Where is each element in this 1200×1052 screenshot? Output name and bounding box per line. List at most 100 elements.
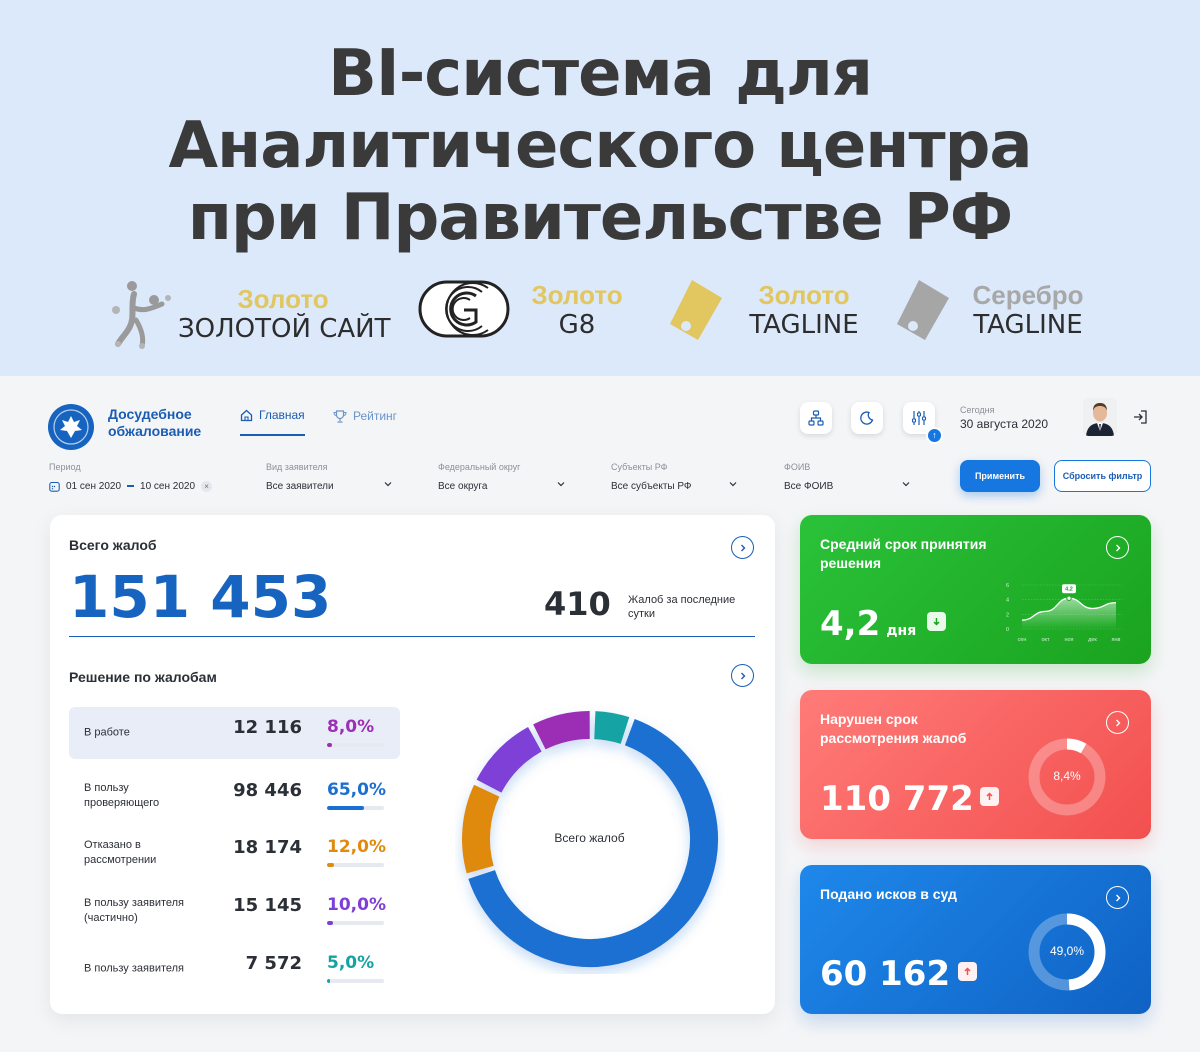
decision-count: 98 446 xyxy=(233,780,302,801)
filter-label: Период xyxy=(49,462,81,472)
complaints-card: Всего жалоб 151 453 410 Жалоб за последн… xyxy=(50,515,775,1014)
total-details-button[interactable] xyxy=(731,536,754,559)
user-photo-icon xyxy=(1083,398,1117,436)
decision-percent: 65,0% xyxy=(327,780,386,800)
avg-time-card: Средний срок принятия решения 4,2 дня 6 4 2… xyxy=(800,515,1151,664)
filter-foiv[interactable]: ФОИВ Все ФОИВ xyxy=(784,462,833,494)
decision-progress-fill xyxy=(327,979,330,983)
settings-badge-arrow-up-icon: ↑ xyxy=(926,427,943,444)
lawsuits-details-button[interactable] xyxy=(1106,886,1129,909)
logout-button[interactable] xyxy=(1132,409,1148,430)
decision-count: 15 145 xyxy=(233,895,302,916)
violated-details-button[interactable] xyxy=(1106,711,1129,734)
decision-percent: 12,0% xyxy=(327,837,386,857)
golden-site-figure-icon xyxy=(112,281,171,349)
settings-sliders-button[interactable]: ↑ xyxy=(903,402,943,444)
decision-progress-fill xyxy=(327,921,333,925)
g8-logo-icon xyxy=(418,280,510,338)
emblem-logo[interactable] xyxy=(48,404,94,450)
total-value: 151 453 xyxy=(69,563,332,631)
award-grade: Золото xyxy=(758,280,850,310)
avg-time-details-button[interactable] xyxy=(1106,536,1129,559)
y-tick-label: 2 xyxy=(1006,612,1009,618)
ring-value-arc xyxy=(1066,913,1106,991)
award-name: TAGLINE xyxy=(973,310,1083,340)
decision-progress xyxy=(327,921,384,925)
avg-time-area-chart: 6 4 2 0 сен окт ноя дек янв 4,2 xyxy=(1006,583,1122,643)
today-label: Сегодня xyxy=(960,405,995,415)
ring-value-arc xyxy=(1066,738,1087,754)
donut-center-label: Всего жалоб xyxy=(554,831,625,845)
lawsuits-value: 60 162 xyxy=(820,954,951,994)
structure-icon xyxy=(808,410,824,426)
decision-row[interactable]: В пользу заявителя (частично) 15 145 10,… xyxy=(69,885,400,937)
clear-period-button[interactable]: × xyxy=(201,480,213,492)
decisions-details-button[interactable] xyxy=(731,664,754,687)
reset-filter-button[interactable]: Сбросить фильтр xyxy=(1054,460,1151,492)
chevron-down-icon[interactable] xyxy=(557,480,565,488)
chevron-right-icon xyxy=(740,544,745,551)
award-tagline-silver: Серебро TAGLINE xyxy=(895,276,1095,356)
nav-rating[interactable]: Рейтинг xyxy=(333,406,397,436)
chevron-down-icon[interactable] xyxy=(902,480,910,488)
theme-toggle-button[interactable] xyxy=(851,402,883,434)
arrow-up-icon xyxy=(964,967,971,975)
donut-segment xyxy=(462,784,500,874)
decisions-label: Решение по жалобам xyxy=(69,669,217,685)
filter-value: Все субъекты РФ xyxy=(611,480,692,492)
lawsuits-title: Подано исков в суд xyxy=(820,886,957,902)
eagle-emblem-icon xyxy=(53,409,89,445)
decision-row[interactable]: В пользу проверяющего 98 446 65,0% xyxy=(69,770,400,822)
structure-button[interactable] xyxy=(800,402,832,434)
logout-icon xyxy=(1134,410,1147,424)
lawsuits-ring-label: 49,0% xyxy=(1049,944,1085,958)
award-g8: Золото G8 xyxy=(418,276,638,356)
filter-value: Все округа xyxy=(438,480,488,492)
filter-value: Все заявители xyxy=(266,480,334,492)
donut-segment xyxy=(533,711,591,750)
decision-row[interactable]: В работе 12 116 8,0% xyxy=(69,707,400,759)
y-tick-label: 6 xyxy=(1006,583,1009,589)
chevron-right-icon xyxy=(740,672,745,679)
trophy-icon xyxy=(333,409,347,423)
decision-label: В работе xyxy=(84,726,130,739)
y-tick-label: 0 xyxy=(1006,627,1009,633)
violated-title: Нарушен срок рассмотрения жалоб xyxy=(820,711,967,746)
home-icon xyxy=(240,409,253,421)
decision-row[interactable]: Отказано в рассмотрении 18 174 12,0% xyxy=(69,827,400,879)
tag-gold-icon xyxy=(670,280,722,340)
decision-label: В пользу заявителя xyxy=(84,962,184,975)
decisions-donut-chart xyxy=(462,711,718,967)
decision-label: Отказано в рассмотрении xyxy=(84,839,157,866)
nav-home-label: Главная xyxy=(259,408,305,422)
user-avatar[interactable] xyxy=(1083,398,1117,436)
filter-period[interactable]: Период 01 сен 2020 10 сен 2020 × xyxy=(49,462,213,494)
area-fill xyxy=(1022,598,1116,629)
sliders-icon xyxy=(911,411,927,425)
banner-title-line-3: при Правительстве РФ xyxy=(187,181,1014,255)
day-value: 410 xyxy=(544,585,611,623)
apply-button[interactable]: Применить xyxy=(960,460,1040,492)
filter-federal-district[interactable]: Федеральный округ Все округа xyxy=(438,462,520,494)
chevron-down-icon[interactable] xyxy=(384,480,392,488)
total-label: Всего жалоб xyxy=(69,537,157,553)
tooltip-box xyxy=(1062,584,1076,594)
chevron-down-icon[interactable] xyxy=(729,480,737,488)
donut-segment xyxy=(593,711,630,744)
decision-label: В пользу проверяющего xyxy=(84,782,160,809)
highlight-point xyxy=(1066,595,1072,601)
decision-progress xyxy=(327,806,384,810)
award-name: G8 xyxy=(558,310,596,340)
nav-home[interactable]: Главная xyxy=(240,406,305,436)
filter-label: Вид заявителя xyxy=(266,462,328,472)
x-tick-label: янв xyxy=(1112,637,1121,643)
filter-regions[interactable]: Субъекты РФ Все субъекты РФ xyxy=(611,462,692,494)
tooltip-label: 4,2 xyxy=(1065,587,1073,593)
filter-applicant-type[interactable]: Вид заявителя Все заявители xyxy=(266,462,334,494)
dashboard: Досудебное обжалование Главная Рейтинг ↑… xyxy=(0,376,1200,1052)
period-to: 10 сен 2020 xyxy=(140,480,196,492)
award-grade: Золото xyxy=(531,280,623,310)
lawsuits-ring-chart xyxy=(1028,913,1106,991)
decision-row[interactable]: В пользу заявителя 7 572 5,0% xyxy=(69,943,400,995)
decision-progress-fill xyxy=(327,863,334,867)
